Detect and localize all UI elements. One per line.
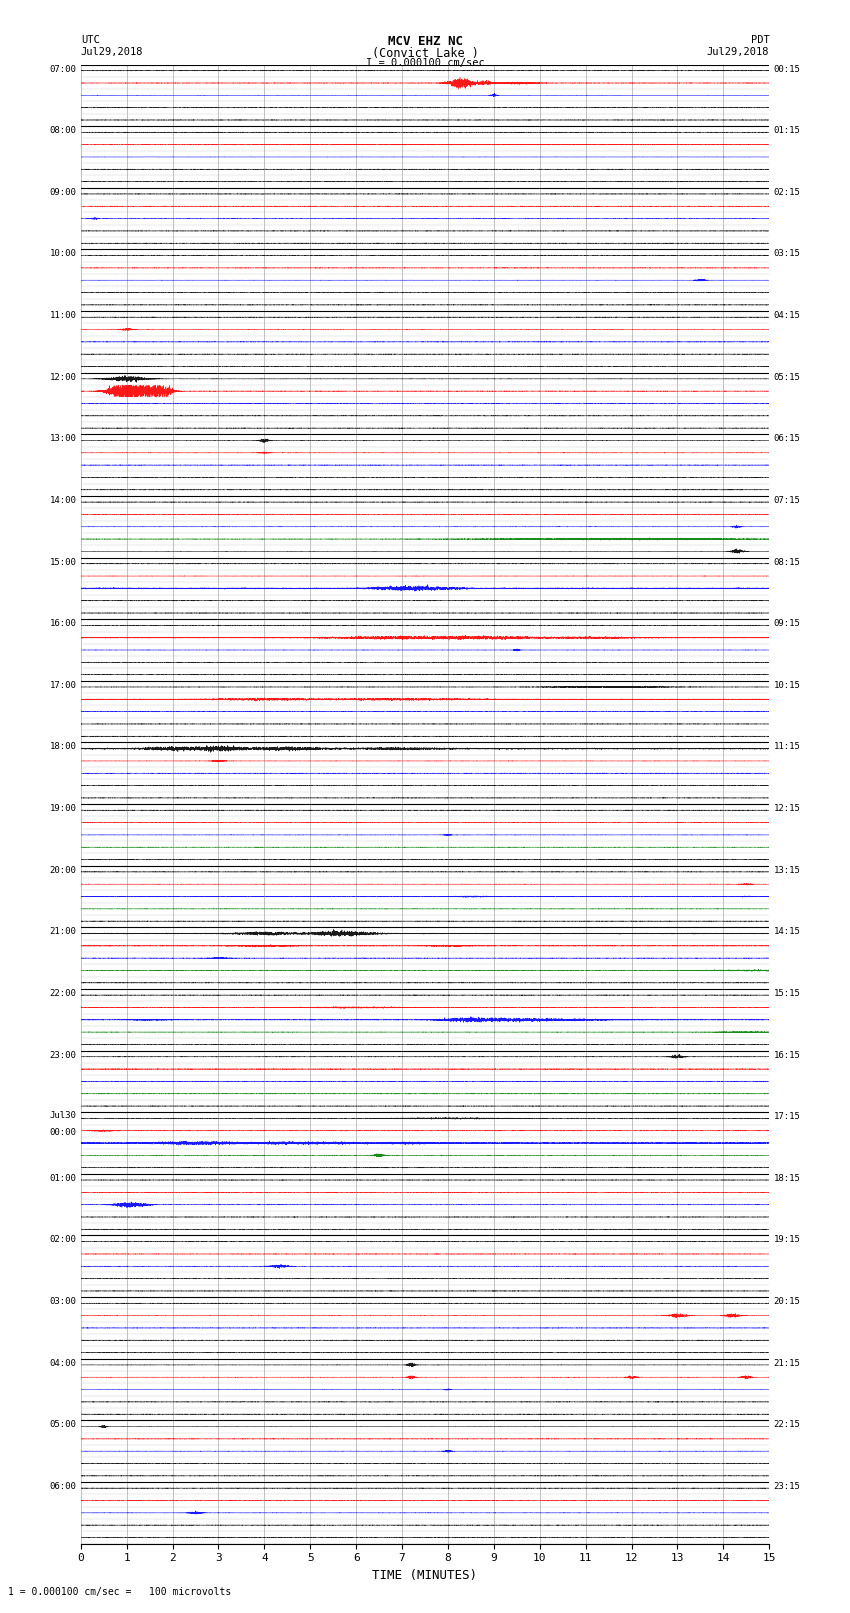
Text: 1 = 0.000100 cm/sec =   100 microvolts: 1 = 0.000100 cm/sec = 100 microvolts [8,1587,232,1597]
Text: 19:00: 19:00 [49,805,76,813]
Text: 02:00: 02:00 [49,1236,76,1245]
Text: 18:15: 18:15 [774,1174,801,1182]
Text: 17:00: 17:00 [49,681,76,690]
Text: 16:00: 16:00 [49,619,76,627]
Text: (Convict Lake ): (Convict Lake ) [371,47,479,60]
Text: 00:15: 00:15 [774,65,801,74]
Text: Jul29,2018: Jul29,2018 [81,47,144,56]
Text: 00:00: 00:00 [49,1129,76,1137]
Text: 06:15: 06:15 [774,434,801,444]
Text: 22:15: 22:15 [774,1421,801,1429]
X-axis label: TIME (MINUTES): TIME (MINUTES) [372,1569,478,1582]
Text: MCV EHZ NC: MCV EHZ NC [388,35,462,48]
Text: 03:15: 03:15 [774,250,801,258]
Text: 07:00: 07:00 [49,65,76,74]
Text: 11:00: 11:00 [49,311,76,319]
Text: 13:15: 13:15 [774,866,801,874]
Text: 04:15: 04:15 [774,311,801,319]
Text: 19:15: 19:15 [774,1236,801,1245]
Text: 14:15: 14:15 [774,927,801,936]
Text: PDT: PDT [751,35,769,45]
Text: 20:15: 20:15 [774,1297,801,1307]
Text: 02:15: 02:15 [774,187,801,197]
Text: 15:15: 15:15 [774,989,801,998]
Text: 21:00: 21:00 [49,927,76,936]
Text: 23:15: 23:15 [774,1482,801,1490]
Text: 16:15: 16:15 [774,1050,801,1060]
Text: 09:15: 09:15 [774,619,801,627]
Text: 12:15: 12:15 [774,805,801,813]
Text: 08:00: 08:00 [49,126,76,135]
Text: 20:00: 20:00 [49,866,76,874]
Text: 17:15: 17:15 [774,1113,801,1121]
Text: Jul30: Jul30 [49,1111,76,1119]
Text: 06:00: 06:00 [49,1482,76,1490]
Text: 21:15: 21:15 [774,1358,801,1368]
Text: 09:00: 09:00 [49,187,76,197]
Text: 23:00: 23:00 [49,1050,76,1060]
Text: 01:00: 01:00 [49,1174,76,1182]
Text: 11:15: 11:15 [774,742,801,752]
Text: 15:00: 15:00 [49,558,76,566]
Text: 10:15: 10:15 [774,681,801,690]
Text: I = 0.000100 cm/sec: I = 0.000100 cm/sec [366,58,484,68]
Text: 14:00: 14:00 [49,495,76,505]
Text: 05:00: 05:00 [49,1421,76,1429]
Text: 22:00: 22:00 [49,989,76,998]
Text: UTC: UTC [81,35,99,45]
Text: 04:00: 04:00 [49,1358,76,1368]
Text: 07:15: 07:15 [774,495,801,505]
Text: 03:00: 03:00 [49,1297,76,1307]
Text: 05:15: 05:15 [774,373,801,382]
Text: 01:15: 01:15 [774,126,801,135]
Text: 18:00: 18:00 [49,742,76,752]
Text: Jul29,2018: Jul29,2018 [706,47,769,56]
Text: 08:15: 08:15 [774,558,801,566]
Text: 13:00: 13:00 [49,434,76,444]
Text: 10:00: 10:00 [49,250,76,258]
Text: 12:00: 12:00 [49,373,76,382]
